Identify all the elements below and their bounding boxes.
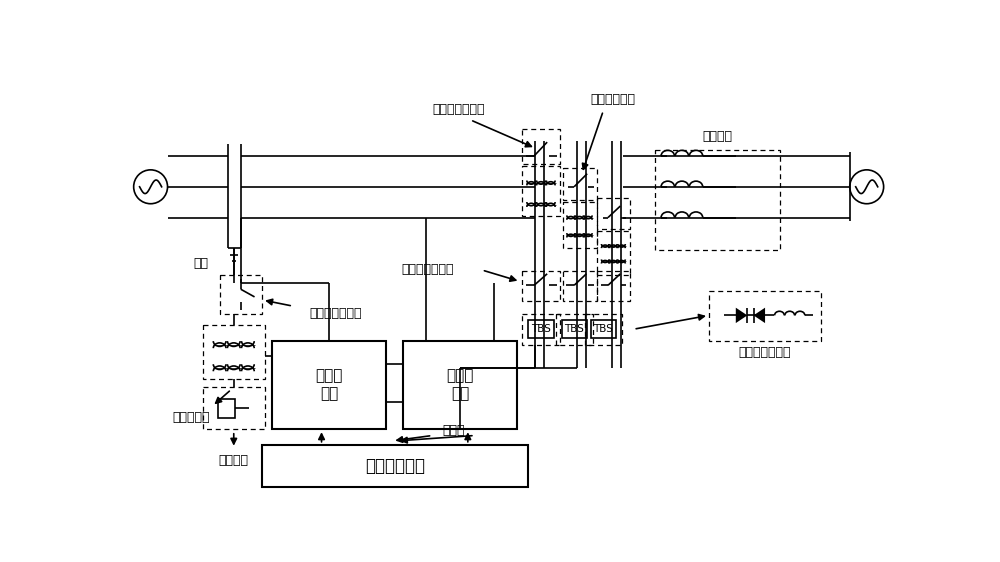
Polygon shape	[736, 307, 747, 323]
Text: 串联侧变压器: 串联侧变压器	[590, 93, 635, 106]
Text: 被控线路: 被控线路	[702, 130, 732, 143]
Bar	[563, 167, 597, 200]
Bar	[262, 445, 528, 487]
Text: 母线: 母线	[193, 257, 208, 270]
Bar	[562, 320, 587, 338]
Bar	[272, 341, 386, 429]
Bar	[528, 320, 554, 338]
Text: 启动电路: 启动电路	[219, 454, 249, 466]
Text: TBS: TBS	[531, 324, 551, 334]
Text: 晶闸管旁路开关: 晶闸管旁路开关	[738, 346, 791, 359]
Bar	[591, 320, 616, 338]
Bar	[597, 232, 630, 275]
Text: 并联换
流器: 并联换 流器	[316, 369, 343, 401]
Text: 低压侧旁路开关: 低压侧旁路开关	[402, 264, 454, 277]
Text: 高压侧旁路开关: 高压侧旁路开关	[432, 103, 485, 116]
Bar	[556, 314, 593, 345]
Bar	[597, 198, 630, 229]
Text: 控制保护装置: 控制保护装置	[365, 456, 425, 474]
Bar	[597, 271, 630, 301]
Bar	[203, 325, 265, 379]
Bar	[563, 202, 597, 248]
Polygon shape	[754, 307, 765, 323]
Bar	[203, 387, 265, 429]
Bar	[403, 341, 517, 429]
Bar	[585, 314, 622, 345]
Bar	[220, 275, 262, 314]
Bar	[522, 314, 560, 345]
Bar	[709, 291, 820, 341]
Text: TBS: TBS	[593, 324, 613, 334]
Text: 并联变压器: 并联变压器	[172, 411, 209, 424]
Bar	[218, 398, 235, 418]
Bar	[522, 129, 560, 164]
Text: TBS: TBS	[564, 324, 584, 334]
Bar	[563, 271, 597, 301]
Text: 串联换
流器: 串联换 流器	[446, 369, 474, 401]
Bar	[522, 271, 560, 301]
Text: 并联侧进线开关: 并联侧进线开关	[309, 307, 362, 320]
Bar	[655, 150, 780, 250]
Text: 换流器: 换流器	[443, 424, 465, 437]
Bar	[522, 166, 560, 216]
